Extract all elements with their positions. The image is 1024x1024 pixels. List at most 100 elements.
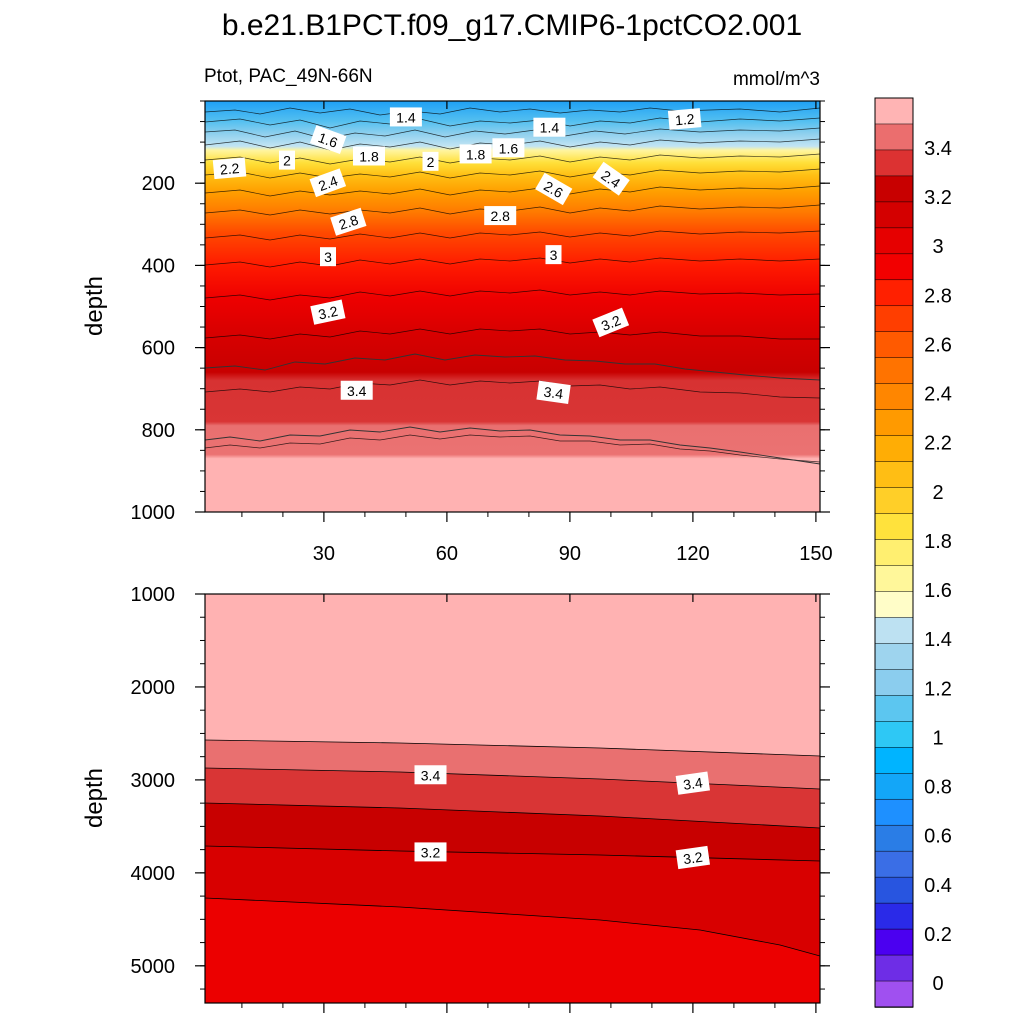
colorbar-swatch	[874, 591, 914, 619]
lower-contour-label-text: 3.4	[682, 774, 704, 793]
colorbar-swatch	[874, 902, 914, 930]
colorbar-swatch	[874, 565, 914, 593]
colorbar-swatch	[874, 279, 914, 307]
colorbar-tick-label: 1.2	[924, 678, 952, 700]
upper-boundaries	[204, 353, 821, 465]
upper-contour-label-text: 3.2	[317, 303, 340, 323]
colorbar-swatch	[874, 928, 914, 956]
upper-contour-label-text: 2.4	[316, 172, 340, 194]
upper-contour-label-box	[533, 117, 566, 137]
colorbar-tick-label: 0.8	[924, 777, 952, 799]
upper-contour-label: 2.6	[535, 172, 573, 206]
colorbar-swatch	[874, 149, 914, 177]
colorbar-swatch	[874, 513, 914, 541]
upper-axis-ticks: 30 60 90 120 150 200 400 600 800 1000	[131, 100, 833, 565]
upper-ytick-label: 400	[142, 255, 175, 277]
colorbar-frame	[874, 97, 914, 1008]
colorbar-swatch	[874, 773, 914, 800]
colorbar-swatch	[874, 409, 914, 437]
colorbar-swatch	[874, 980, 914, 1008]
upper-contour-label-box	[310, 299, 346, 325]
upper-xtick-label: 60	[436, 543, 458, 565]
upper-contour-label-box	[279, 150, 295, 170]
lower-contour-lines	[204, 739, 821, 957]
upper-contour-label-box	[459, 144, 492, 164]
upper-contour-lines	[204, 107, 821, 463]
upper-contour-label-text: 3.2	[599, 312, 623, 334]
colorbar-tick-label: 1	[932, 727, 943, 749]
colorbar-swatch	[874, 331, 914, 359]
lower-axis-ticks: 1000 2000 3000 4000 5000	[131, 584, 830, 1013]
colorbar-swatch	[874, 123, 914, 151]
colorbar-swatch	[874, 721, 914, 749]
upper-contour-label: 1.8	[353, 146, 385, 166]
colorbar-tick-label: 3.2	[924, 187, 952, 209]
upper-contour-label-text: 1.8	[466, 146, 486, 162]
upper-contour-label: 1.4	[389, 107, 422, 127]
colorbar-swatch	[874, 747, 914, 775]
colorbar-swatch	[874, 643, 914, 671]
upper-contour-label-box	[330, 207, 367, 236]
upper-contour-label-text: 2.8	[490, 208, 510, 224]
upper-contour-label-box	[545, 245, 562, 265]
upper-contour-label-text: 1.6	[316, 129, 340, 151]
lower-ytick-label: 1000	[131, 584, 176, 606]
colorbar-tick-label: 3.4	[924, 138, 952, 160]
colorbar-tick-label: 3	[932, 236, 943, 258]
upper-contour-label: 3.4	[340, 380, 373, 400]
lower-contour-label-text: 3.4	[421, 767, 441, 783]
upper-xtick-label: 90	[559, 543, 581, 565]
upper-contour-label: 1.2	[667, 108, 702, 130]
upper-contour-label-text: 1.6	[499, 140, 519, 156]
units-label: mmol/m^3	[733, 69, 820, 90]
colorbar-swatch	[874, 695, 914, 723]
colorbar-tick-label: 2.6	[924, 334, 952, 356]
upper-panel: 30 60 90 120 150 200 400 600 800 1000 1.4 1.2 1.4 1.…	[81, 100, 833, 565]
upper-contour-label: 2.2	[212, 157, 247, 180]
upper-contour-label: 3.2	[592, 307, 630, 338]
lower-contour-label: 3.4	[414, 765, 447, 785]
lower-contour-label: 3.4	[675, 771, 710, 795]
lower-ylabel: depth	[81, 768, 108, 828]
colorbar-swatch	[874, 435, 914, 463]
colorbar-tick-label: 2.2	[924, 433, 952, 455]
upper-contour-label-box	[592, 307, 630, 338]
upper-contour-label-text: 1.4	[396, 109, 416, 125]
upper-ytick-label: 800	[142, 420, 175, 442]
lower-band-30	[205, 898, 820, 1003]
colorbar-swatch	[874, 357, 914, 385]
upper-contour-label-text: 1.4	[540, 120, 560, 136]
upper-ylabel: depth	[81, 276, 108, 336]
upper-contour-label-box	[353, 146, 385, 166]
colorbar-tick-label: 0.4	[924, 875, 952, 897]
lower-contour-label-text: 3.2	[682, 849, 704, 868]
colorbar-swatch	[874, 175, 914, 203]
lower-contour-label-box	[414, 842, 447, 862]
lower-contour-label: 3.2	[675, 845, 710, 870]
colorbar-tick-label: 0.2	[924, 924, 952, 946]
colorbar-tick-label: 0	[932, 973, 943, 995]
upper-contour-label-text: 2	[283, 153, 291, 169]
colorbar-tick-label: 2.4	[924, 384, 952, 406]
upper-contour-label-box	[320, 247, 336, 267]
upper-contour-label-text: 2.8	[337, 212, 361, 233]
lower-ytick-label: 2000	[131, 677, 176, 699]
upper-contour-label-box	[484, 206, 517, 226]
lower-ytick-label: 5000	[131, 956, 176, 978]
upper-contour-label-box	[492, 138, 525, 158]
lower-contour-label-box	[675, 771, 710, 795]
upper-xtick-label: 30	[313, 543, 335, 565]
colorbar-swatch	[874, 383, 914, 411]
upper-contour-label-box	[422, 151, 439, 171]
upper-contour-label-text: 1.8	[359, 148, 379, 164]
colorbar-swatch	[874, 461, 914, 489]
colorbar-swatch	[874, 227, 914, 255]
colorbar-tick-label: 1.4	[924, 629, 952, 651]
colorbar-swatch	[874, 669, 914, 697]
upper-contour-label: 1.4	[533, 117, 566, 137]
upper-contour-label-text: 3.4	[543, 384, 565, 403]
upper-contour-label-box	[667, 108, 702, 130]
upper-contour-label-text: 2	[427, 154, 435, 170]
upper-contour-label-box	[309, 168, 347, 198]
